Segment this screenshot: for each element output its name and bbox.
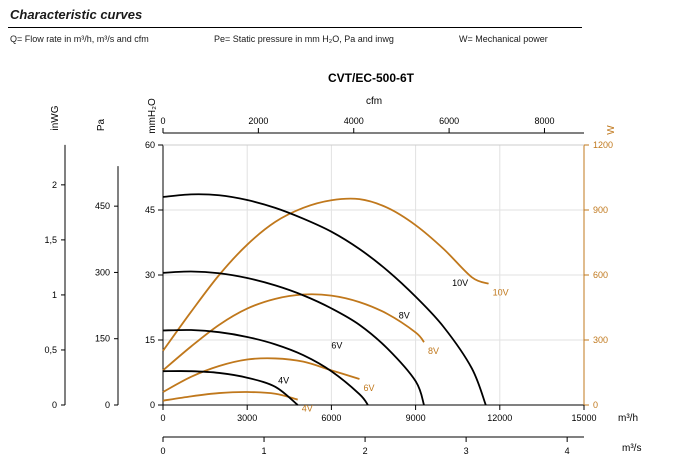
chart-header: Characteristic curves Q= Flow rate in m³… bbox=[0, 0, 674, 56]
power-curve-6v bbox=[162, 357, 360, 393]
watt-tick-label: 300 bbox=[593, 335, 608, 345]
m3h-tick-label: 12000 bbox=[487, 413, 512, 423]
pressure-curve-label: 4V bbox=[278, 375, 289, 385]
power-curve-label: 4V bbox=[302, 404, 313, 414]
inwg-tick-label: 1 bbox=[52, 290, 57, 300]
m3s-unit-label: m³/s bbox=[622, 443, 641, 454]
cfm-tick-label: 8000 bbox=[534, 116, 554, 126]
legend-static-pressure: Pe= Static pressure in mm H₂O, Pa and in… bbox=[214, 34, 394, 44]
axes bbox=[61, 128, 589, 442]
curves bbox=[162, 193, 489, 406]
power-curve-label: 8V bbox=[428, 346, 439, 356]
title-divider bbox=[8, 27, 582, 28]
cfm-unit-label: cfm bbox=[366, 96, 382, 107]
m3h-tick-label: 9000 bbox=[406, 413, 426, 423]
inwg-tick-label: 1,5 bbox=[44, 235, 57, 245]
m3s-tick-label: 0 bbox=[160, 446, 165, 456]
pressure-curve-4v bbox=[162, 370, 299, 406]
pressure-curve-10v bbox=[162, 193, 487, 406]
pa-tick-label: 450 bbox=[95, 201, 110, 211]
cfm-tick-label: 6000 bbox=[439, 116, 459, 126]
pa-tick-label: 0 bbox=[105, 400, 110, 410]
pa-tick-label: 150 bbox=[95, 334, 110, 344]
inwg-tick-label: 0 bbox=[52, 400, 57, 410]
inwg-unit-label: inWG bbox=[50, 105, 61, 130]
inwg-tick-label: 0,5 bbox=[44, 345, 57, 355]
power-curve-4v bbox=[162, 391, 298, 402]
mmh2o-tick-label: 30 bbox=[145, 270, 155, 280]
cfm-tick-label: 4000 bbox=[344, 116, 364, 126]
pressure-curve-8v bbox=[162, 270, 425, 406]
section-title: Characteristic curves bbox=[10, 7, 143, 22]
mmh2o-unit-label: mmH₂O bbox=[147, 98, 158, 134]
watt-unit-label: W bbox=[606, 125, 617, 135]
mmh2o-tick-label: 0 bbox=[150, 400, 155, 410]
mmh2o-tick-label: 45 bbox=[145, 205, 155, 215]
m3s-tick-label: 4 bbox=[565, 446, 570, 456]
m3h-tick-label: 6000 bbox=[321, 413, 341, 423]
legend-flow-rate: Q= Flow rate in m³/h, m³/s and cfm bbox=[10, 34, 149, 44]
chart-title: CVT/EC-500-6T bbox=[328, 71, 415, 85]
cfm-tick-label: 2000 bbox=[248, 116, 268, 126]
pressure-curve-label: 8V bbox=[399, 310, 410, 320]
watt-tick-label: 1200 bbox=[593, 140, 613, 150]
legend-mechanical-power: W= Mechanical power bbox=[459, 34, 548, 44]
m3h-tick-label: 15000 bbox=[571, 413, 596, 423]
m3s-tick-label: 2 bbox=[363, 446, 368, 456]
pa-tick-label: 300 bbox=[95, 267, 110, 277]
cfm-tick-label: 0 bbox=[160, 116, 165, 126]
m3h-unit-label: m³/h bbox=[618, 413, 638, 424]
mmh2o-tick-label: 15 bbox=[145, 335, 155, 345]
pressure-curve-label: 10V bbox=[452, 278, 468, 288]
m3s-tick-label: 1 bbox=[262, 446, 267, 456]
watt-tick-label: 0 bbox=[593, 400, 598, 410]
watt-tick-label: 600 bbox=[593, 270, 608, 280]
axis-labels: 015304560015030045000,511,52030060090012… bbox=[44, 96, 641, 456]
m3s-tick-label: 3 bbox=[464, 446, 469, 456]
m3h-tick-label: 3000 bbox=[237, 413, 257, 423]
pa-unit-label: Pa bbox=[96, 118, 107, 131]
power-curve-label: 10V bbox=[493, 288, 509, 298]
pressure-curve-label: 6V bbox=[331, 341, 342, 351]
mmh2o-tick-label: 60 bbox=[145, 140, 155, 150]
pressure-curve-6v bbox=[162, 329, 369, 406]
power-curve-label: 6V bbox=[363, 383, 374, 393]
m3h-tick-label: 0 bbox=[160, 413, 165, 423]
inwg-tick-label: 2 bbox=[52, 180, 57, 190]
watt-tick-label: 900 bbox=[593, 205, 608, 215]
power-curve-10v bbox=[162, 197, 489, 352]
power-curve-8v bbox=[162, 293, 425, 372]
